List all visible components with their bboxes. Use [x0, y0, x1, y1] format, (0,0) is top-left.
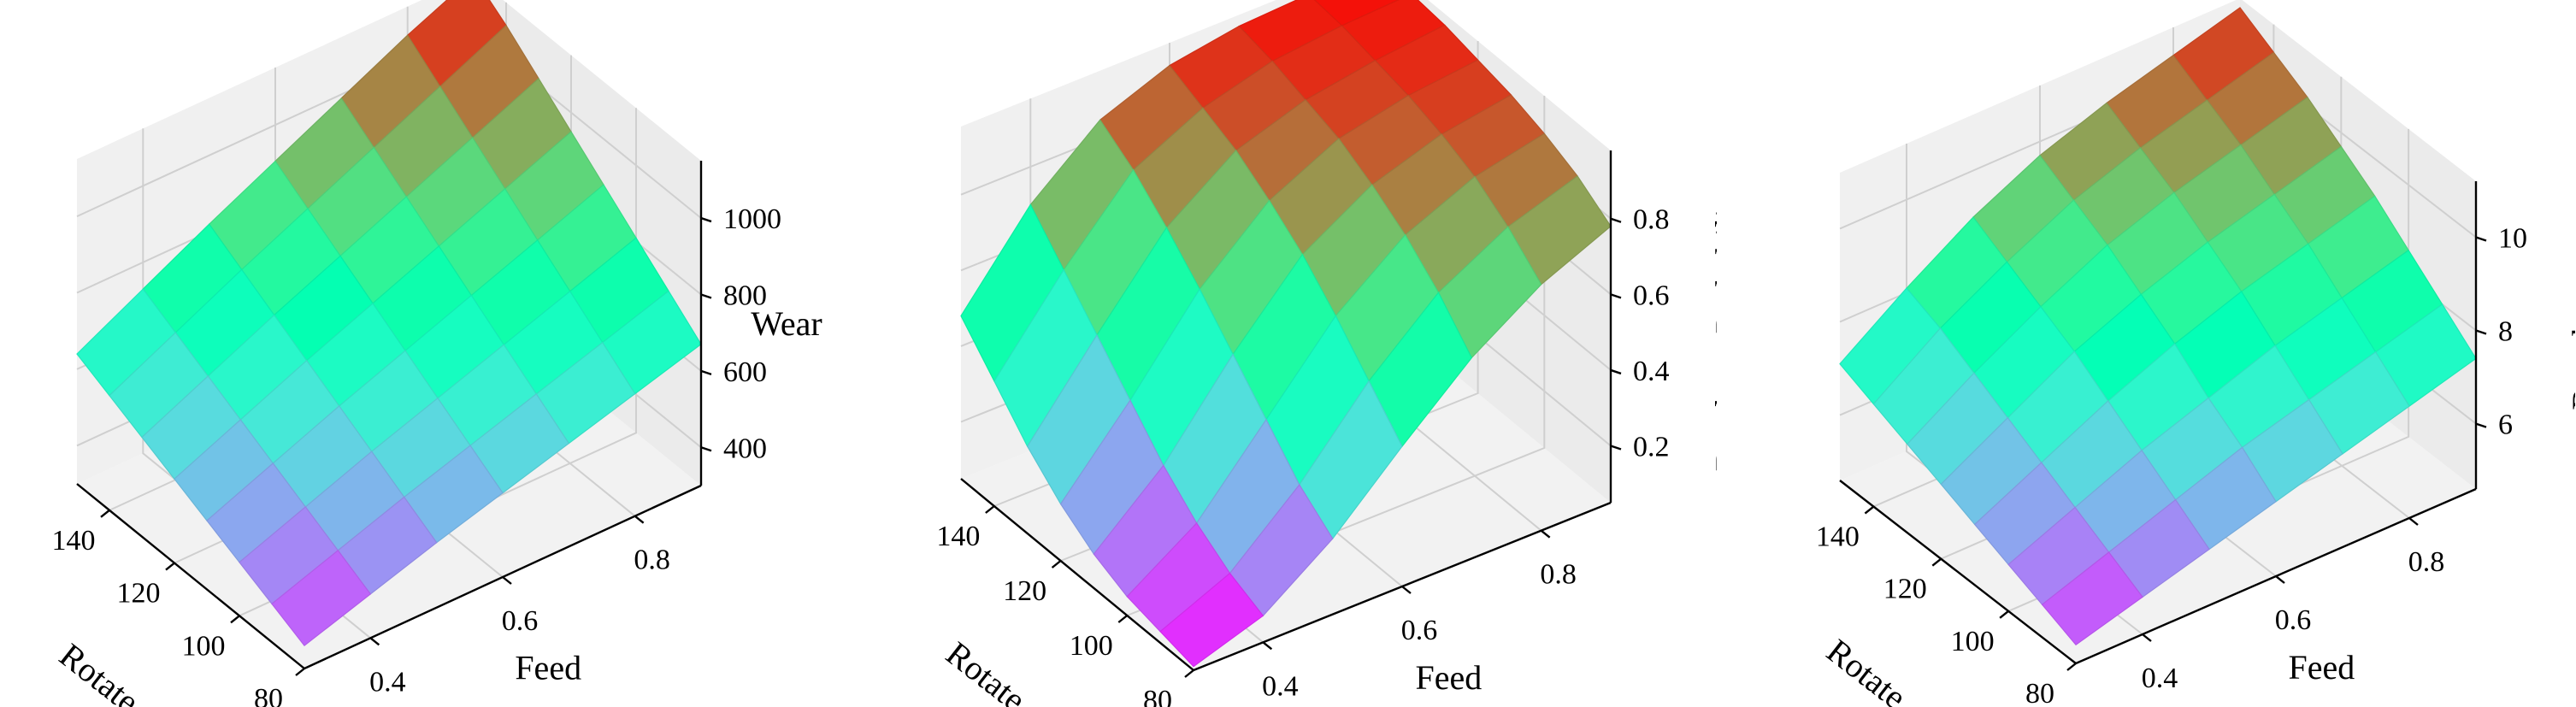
feed-tick-label: 0.8	[2408, 546, 2445, 578]
z-axis-title: Breakage Probability	[1708, 182, 1717, 472]
breakage-probability-surface-panel: 0.4 0.6 0.8 140 120 100 80 0.2 0.4 0.6 0.8 Feed Rota…	[858, 0, 1717, 707]
breakage-probability-surface-plot: 0.4 0.6 0.8 140 120 100 80 0.2 0.4 0.6 0.8 Feed Rota…	[936, 0, 1717, 707]
rotate-tick-label: 120	[1883, 574, 1927, 605]
rotate-tick-label: 140	[52, 525, 96, 557]
z-tick	[2475, 329, 2487, 335]
rotate-tick	[100, 509, 110, 518]
surface-patch	[271, 550, 372, 647]
z-tick-label: 1000	[723, 203, 781, 235]
feed-tick-label: 0.6	[502, 605, 539, 637]
z-tick-label: 10	[2498, 222, 2527, 254]
feed-tick	[1262, 641, 1273, 651]
rotate-tick	[1184, 669, 1194, 678]
z-axis-title: Wear	[751, 304, 822, 343]
rotate-axis-line	[960, 478, 1194, 671]
z-tick	[2475, 236, 2487, 242]
z-tick	[700, 216, 712, 223]
z-tick	[700, 369, 712, 376]
feed-axis-title: Feed	[1416, 658, 1483, 697]
rotate-tick-label: 100	[1951, 626, 1995, 657]
feed-tick-label: 0.4	[369, 666, 406, 698]
feed-tick	[634, 515, 645, 524]
rotate-tick	[1117, 615, 1129, 623]
z-tick-label: 6	[2498, 409, 2513, 441]
tick-labels: 0.4 0.6 0.8 140 120 100 80 6 8 10	[1816, 222, 2527, 707]
wear-surface-panel: 0.4 0.6 0.8 140 120 100 80 400 600 800 1000 Feed Rot…	[0, 0, 858, 707]
rotate-axis-line	[1839, 480, 2077, 664]
z-tick	[1610, 217, 1622, 223]
feed-axis-title: Feed	[515, 648, 581, 686]
surface	[76, 0, 702, 647]
feed-tick	[2408, 517, 2419, 526]
rotate-tick-label: 80	[1143, 685, 1172, 707]
rotate-tick-label: 120	[1003, 575, 1046, 607]
rotate-tick-label: 140	[1816, 521, 1860, 553]
z-tick-label: 0.6	[1633, 280, 1670, 311]
rotate-tick-label: 100	[1070, 630, 1113, 662]
rotate-tick-label: 80	[2025, 678, 2054, 707]
z-tick-label: 0.2	[1633, 432, 1670, 463]
rotate-axis-title: Rotate	[1819, 631, 1913, 707]
rotate-tick	[230, 615, 240, 624]
feed-tick-label: 0.4	[1262, 670, 1299, 702]
rotate-tick	[1864, 505, 1875, 515]
z-tick	[2475, 422, 2487, 428]
roughness-surface-plot: 0.4 0.6 0.8 140 120 100 80 6 8 10 Feed Rotate Roughn…	[1816, 0, 2575, 707]
feed-tick-label: 0.6	[2275, 604, 2312, 636]
z-tick	[1610, 445, 1622, 451]
z-axis-title: Roughness	[2565, 260, 2575, 410]
feed-tick	[1540, 529, 1551, 539]
roughness-surface-panel: 0.4 0.6 0.8 140 120 100 80 6 8 10 Feed Rotate Roughn…	[1717, 0, 2575, 707]
z-tick-label: 400	[723, 433, 767, 464]
feed-tick	[1401, 586, 1412, 594]
surface-patch	[2041, 551, 2143, 646]
wear-surface-plot: 0.4 0.6 0.8 140 120 100 80 400 600 800 1000 Feed Rot…	[52, 0, 822, 707]
rotate-tick	[165, 562, 175, 571]
rotate-tick-label: 80	[254, 683, 283, 707]
rotate-tick	[985, 505, 995, 514]
tick-labels: 0.4 0.6 0.8 140 120 100 80 400 600 800 1000	[52, 203, 782, 707]
z-tick-label: 800	[723, 280, 767, 311]
rotate-axis-title: Rotate	[939, 633, 1033, 707]
surface-patch	[1159, 572, 1264, 668]
feed-tick	[2275, 575, 2285, 584]
z-tick-label: 0.8	[1633, 204, 1670, 236]
rotate-tick-label: 140	[936, 521, 980, 552]
rotate-tick	[1931, 557, 1942, 567]
z-tick	[700, 293, 712, 299]
tick-marks	[985, 217, 1622, 678]
feed-tick-label: 0.8	[1540, 559, 1577, 591]
rotate-tick	[2066, 663, 2077, 671]
feed-tick-label: 0.6	[1401, 615, 1438, 646]
feed-tick	[502, 576, 512, 585]
z-tick	[1610, 293, 1622, 299]
surface	[1839, 7, 2477, 646]
rotate-tick	[1051, 560, 1062, 569]
feed-tick-label: 0.4	[2142, 663, 2178, 694]
rotate-tick	[295, 668, 305, 676]
z-tick	[700, 446, 712, 452]
z-tick-label: 8	[2498, 316, 2513, 348]
rotate-axis-line	[76, 483, 305, 669]
rotate-tick-label: 100	[182, 630, 226, 662]
feed-tick	[369, 637, 380, 646]
feed-tick-label: 0.8	[634, 545, 670, 576]
rotate-tick-label: 120	[117, 578, 161, 610]
surface	[960, 0, 1612, 668]
z-tick-label: 0.4	[1633, 356, 1670, 387]
feed-axis-title: Feed	[2289, 648, 2355, 686]
rotate-axis-title: Rotate	[52, 635, 146, 707]
tick-marks	[1864, 236, 2487, 671]
z-tick-label: 600	[723, 356, 767, 388]
tick-marks	[100, 216, 712, 676]
feed-tick	[2142, 633, 2152, 642]
tick-labels: 0.4 0.6 0.8 140 120 100 80 0.2 0.4 0.6 0.8	[936, 204, 1669, 707]
z-tick	[1610, 368, 1622, 375]
rotate-tick	[1999, 610, 2009, 619]
